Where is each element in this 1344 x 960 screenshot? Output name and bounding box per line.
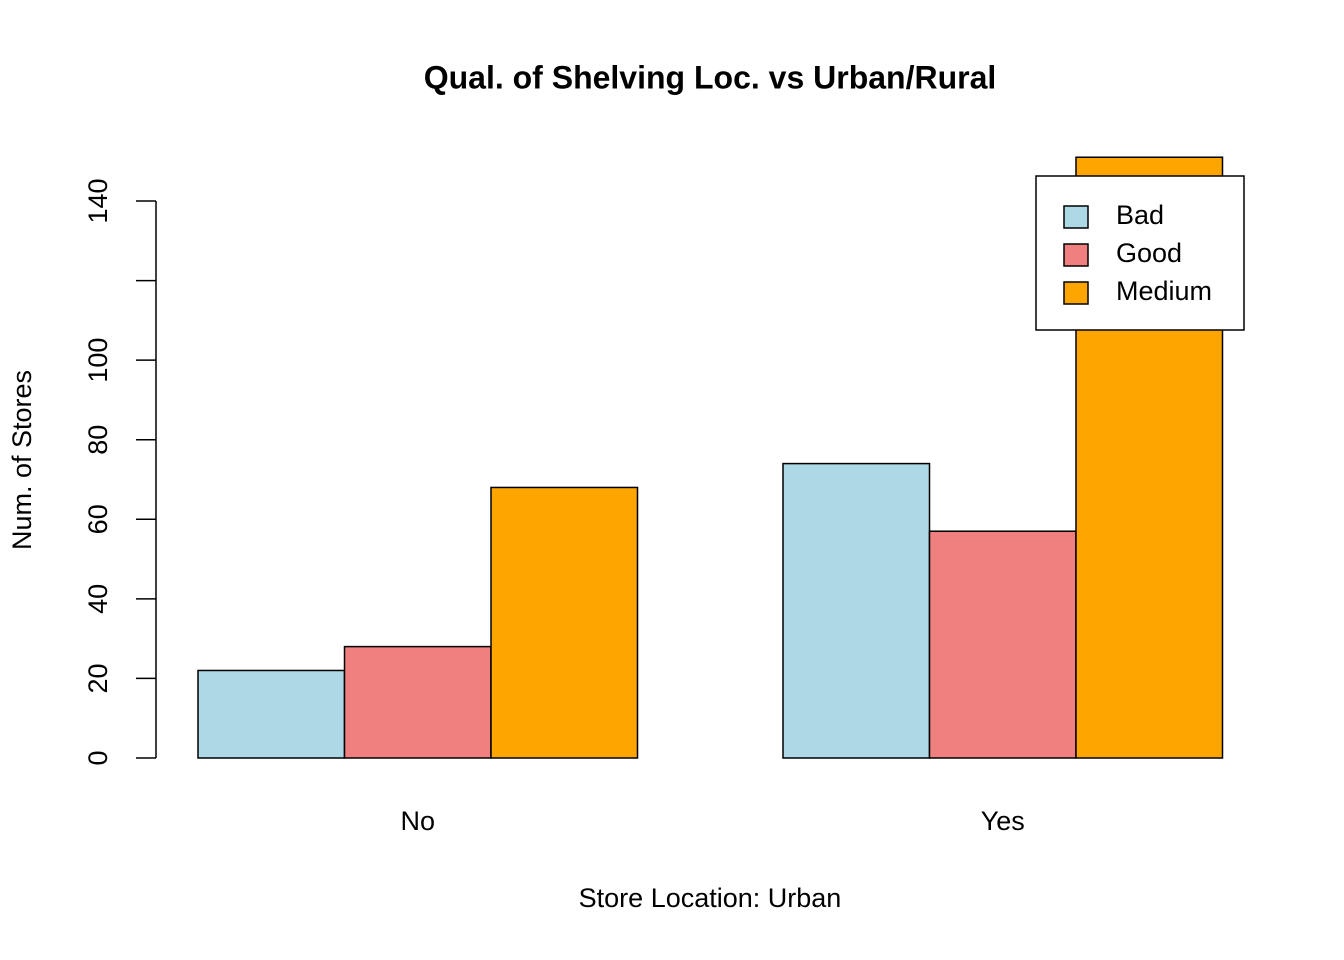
y-tick-label: 80 — [83, 425, 113, 455]
y-tick-label: 40 — [83, 584, 113, 614]
y-tick-label: 100 — [83, 338, 113, 383]
bar — [197, 669, 346, 759]
x-axis-label: Store Location: Urban — [579, 883, 842, 913]
bar — [782, 462, 931, 759]
y-tick-label: 0 — [83, 750, 113, 765]
bar — [928, 530, 1077, 759]
legend-swatch — [1063, 205, 1089, 229]
legend-label: Good — [1116, 238, 1182, 268]
y-tick-label: 140 — [83, 178, 113, 223]
bar — [343, 645, 492, 759]
y-tick-label: 60 — [83, 504, 113, 534]
chart-title: Qual. of Shelving Loc. vs Urban/Rural — [424, 59, 997, 95]
legend-label: Medium — [1116, 276, 1212, 306]
x-tick-label: Yes — [981, 806, 1025, 836]
legend-swatch — [1063, 281, 1089, 305]
legend-swatch — [1063, 243, 1089, 267]
x-tick-label: No — [400, 806, 435, 836]
y-axis-label: Num. of Stores — [7, 370, 37, 550]
legend-label: Bad — [1116, 200, 1164, 230]
y-tick-label: 20 — [83, 663, 113, 693]
bar — [490, 486, 639, 759]
